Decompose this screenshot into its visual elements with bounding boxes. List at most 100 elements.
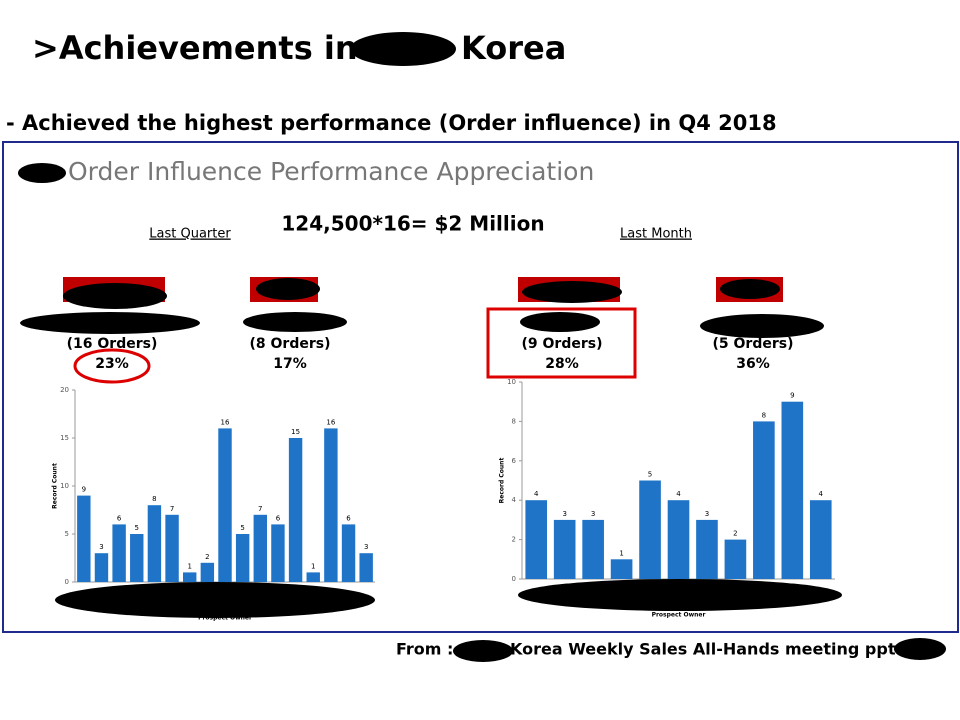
y-tick-label: 2	[512, 536, 516, 544]
orders: (8 Orders)	[250, 336, 331, 352]
value-label: 5	[135, 524, 139, 532]
highlight-box	[486, 307, 637, 379]
x-axis-title: Prospect Owner	[198, 615, 252, 622]
title-left: >Achievements in	[32, 29, 358, 67]
redaction	[522, 281, 622, 303]
y-axis-title: Record Count	[52, 463, 59, 509]
redaction	[453, 640, 513, 662]
value-label: 16	[221, 418, 230, 426]
value-label: 16	[326, 418, 335, 426]
value-label: 7	[170, 505, 174, 513]
y-tick-label: 4	[512, 496, 517, 504]
bar	[553, 519, 576, 579]
value-label: 3	[364, 543, 368, 551]
bar	[147, 505, 162, 582]
value-label: 2	[205, 553, 209, 561]
redaction	[700, 314, 824, 338]
bar	[639, 480, 661, 579]
value-label: 4	[819, 490, 824, 498]
redaction	[520, 312, 600, 332]
redaction	[243, 312, 347, 332]
bar	[610, 559, 633, 579]
subtitle: - Achieved the highest performance (Orde…	[6, 111, 777, 135]
orders: (9 Orders)	[522, 336, 603, 352]
value-label: 5	[648, 471, 652, 479]
bar	[253, 514, 267, 582]
value-label: 4	[676, 490, 681, 498]
x-axis-title: Prospect Owner	[652, 612, 706, 619]
redaction	[350, 32, 456, 66]
y-tick-label: 10	[60, 482, 69, 490]
bar	[324, 428, 338, 582]
footer-prefix: From :	[396, 640, 453, 659]
value-label: 5	[240, 524, 244, 532]
value-label: 15	[291, 428, 300, 436]
bar	[77, 495, 91, 582]
share: 28%	[545, 356, 579, 372]
group-label: Last Month	[620, 227, 692, 242]
bar	[165, 514, 179, 582]
y-tick-label: 6	[512, 457, 517, 465]
y-tick-label: 0	[65, 578, 69, 586]
y-tick-label: 10	[507, 378, 516, 386]
y-tick-label: 20	[60, 386, 69, 394]
bar	[218, 428, 232, 582]
bar	[130, 534, 144, 582]
group-label: Last Quarter	[149, 227, 231, 242]
share: 17%	[273, 356, 307, 372]
bar	[781, 401, 804, 579]
bar	[341, 524, 356, 582]
panel-border	[2, 141, 959, 633]
orders: (5 Orders)	[713, 336, 794, 352]
orders: (16 Orders)	[67, 336, 158, 352]
value-label: 6	[346, 514, 351, 522]
redaction	[518, 579, 842, 611]
bar	[359, 553, 373, 582]
value-label: 4	[534, 490, 539, 498]
y-tick-label: 5	[65, 530, 69, 538]
bar	[183, 572, 197, 582]
redaction	[20, 312, 200, 334]
bar	[112, 524, 126, 582]
redaction	[63, 283, 167, 309]
bar	[306, 572, 320, 582]
redaction	[894, 638, 946, 660]
value-label: 2	[733, 530, 737, 538]
y-tick-label: 8	[512, 417, 516, 425]
value-label: 9	[82, 486, 86, 494]
value-label: 3	[591, 510, 595, 518]
value-label: 1	[187, 562, 191, 570]
value-label: 8	[152, 495, 156, 503]
value-label: 3	[705, 510, 709, 518]
formula: 124,500*16= $2 Million	[281, 212, 544, 236]
redaction	[18, 163, 66, 183]
title-right: Korea	[461, 29, 566, 67]
bar	[525, 500, 548, 579]
bar	[696, 519, 718, 579]
redaction	[720, 279, 780, 299]
bar	[809, 500, 832, 579]
bar	[235, 534, 250, 582]
share: 23%	[95, 356, 129, 372]
highlight-circle	[73, 348, 151, 384]
bar	[753, 421, 775, 579]
y-tick-label: 0	[512, 575, 516, 583]
bar	[288, 438, 303, 582]
bar	[94, 553, 109, 582]
y-tick-label: 15	[60, 434, 69, 442]
share: 36%	[736, 356, 770, 372]
redaction	[256, 278, 320, 300]
bar	[724, 539, 747, 579]
bar	[582, 519, 604, 579]
value-label: 7	[258, 505, 262, 513]
value-label: 1	[619, 549, 623, 557]
redaction	[55, 582, 375, 618]
value-label: 6	[117, 514, 122, 522]
value-label: 8	[762, 411, 766, 419]
panel-heading: Order Influence Performance Appreciation	[68, 157, 594, 186]
footer-text: Korea Weekly Sales All-Hands meeting ppt	[510, 640, 896, 659]
y-axis-title: Record Count	[499, 458, 506, 504]
